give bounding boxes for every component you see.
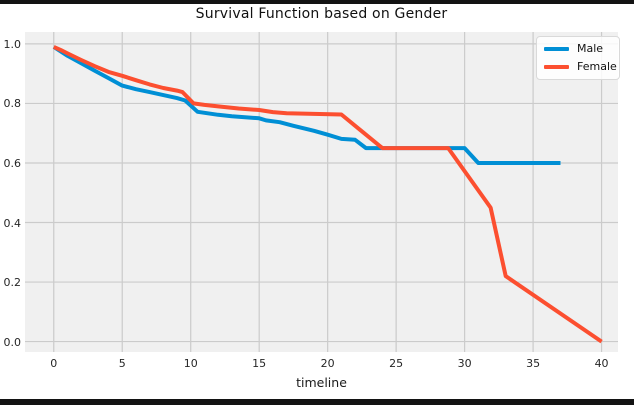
female-series-line [52, 45, 603, 344]
plot-area: Male Female [25, 32, 620, 352]
x-tick-label: 0 [50, 357, 58, 370]
y-tick-label: 0.6 [3, 156, 22, 170]
x-tick-label: 20 [320, 357, 335, 370]
screen-top-edge [0, 0, 634, 4]
x-tick-label: 25 [389, 357, 404, 370]
x-tick-label: 5 [118, 357, 126, 370]
y-tick-label: 0.0 [3, 335, 22, 349]
female-line-swatch [544, 64, 569, 69]
plot-svg [25, 32, 618, 352]
x-axis-label: timeline [296, 375, 347, 390]
y-tick-label: 1.0 [3, 37, 22, 51]
screen-bottom-edge [0, 399, 634, 405]
y-tick-label: 0.2 [3, 276, 22, 290]
chart-title: Survival Function based on Gender [195, 6, 448, 22]
x-tick-label: 40 [594, 357, 609, 370]
y-tick-label: 0.4 [3, 216, 22, 230]
x-tick-label: 10 [183, 357, 198, 370]
x-tick-label: 30 [457, 357, 472, 370]
legend-label: Female [577, 60, 617, 73]
male-line-swatch [544, 46, 569, 51]
x-tick-label: 35 [526, 357, 541, 370]
x-tick-label: 15 [252, 357, 267, 370]
male-series-line [52, 45, 561, 165]
legend-item-female: Female [544, 60, 617, 73]
legend-box: Male Female [536, 36, 620, 80]
y-tick-label: 0.8 [3, 97, 22, 111]
legend-label: Male [577, 42, 604, 55]
legend-item-male: Male [544, 42, 612, 55]
